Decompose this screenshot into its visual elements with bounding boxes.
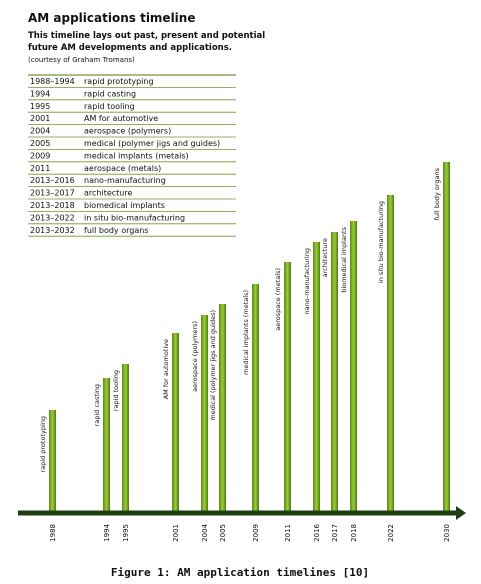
cell: aerospace (polymers) [84, 127, 171, 136]
timeline-bar [172, 333, 179, 511]
cell: rapid casting [84, 89, 136, 98]
year-label: 1995 [122, 524, 130, 542]
credit: (courtesy of Graham Tromans) [28, 56, 135, 64]
cell: 2013–2017 [30, 189, 75, 198]
year-label: 1994 [103, 523, 111, 541]
timeline-bar [49, 410, 56, 511]
cell: 2013–2022 [30, 213, 75, 222]
timeline-label: rapid prototyping [39, 416, 47, 473]
timeline-bar [350, 221, 357, 511]
timeline-label: architecture [321, 238, 329, 277]
timeline-bar [313, 242, 320, 511]
year-label: 1988 [49, 524, 57, 542]
cell: AM for automotive [84, 114, 158, 123]
cell: architecture [84, 189, 132, 198]
year-label: 2009 [252, 524, 260, 542]
year-label: 2017 [331, 524, 339, 542]
timeline-bar [219, 304, 226, 511]
year-label: 2018 [350, 524, 358, 542]
cell: 2001 [30, 114, 50, 123]
timeline-label: biomedical implants [340, 226, 348, 292]
caption: Figure 1: AM application timelines [10] [111, 566, 369, 579]
cell: 2009 [30, 151, 50, 160]
timeline-bar [201, 315, 208, 511]
timeline-bar [387, 195, 394, 511]
timeline-label: full body organs [433, 167, 441, 220]
timeline-bar [252, 284, 259, 511]
timeline-label: medical implants (metals) [242, 290, 250, 375]
year-label: 2011 [284, 524, 292, 542]
cell: 1988–1994 [30, 77, 75, 86]
subtitle: future AM developments and applications. [28, 43, 232, 53]
timeline-bar [331, 232, 338, 511]
year-label: 2022 [387, 524, 395, 542]
year-label: 2005 [219, 524, 227, 542]
cell: nano-manufacturing [84, 176, 166, 185]
year-label: 2001 [172, 524, 180, 542]
year-label: 2030 [443, 524, 451, 542]
table: 1988–1994 rapid prototyping 1994 rapid cast… [28, 74, 236, 237]
cell: 2013–2016 [30, 176, 75, 185]
timeline-bar [284, 262, 291, 511]
timeline-bar [443, 162, 450, 511]
cell: 2005 [30, 139, 50, 148]
timeline: rapid prototyping 1988 rapid casting 1994 ra… [39, 162, 451, 542]
timeline-label: AM for automotive [162, 339, 170, 399]
timeline-label: aerospace (polymers) [191, 321, 199, 392]
cell: medical implants (metals) [84, 151, 189, 160]
timeline-label: nano-manufacturing [303, 248, 311, 314]
timeline-bar [122, 364, 129, 511]
year-label: 2016 [313, 523, 321, 541]
subtitle: This timeline lays out past, present and… [28, 31, 265, 41]
cell: 2004 [30, 127, 50, 136]
cell: biomedical implants [84, 201, 165, 210]
axis-arrow [456, 506, 466, 520]
timeline-bar [103, 378, 110, 511]
cell: in situ bio-manufacturing [84, 213, 185, 222]
cell: full body organs [84, 226, 148, 235]
timeline-label: medical (polymer jigs and guides) [209, 310, 217, 421]
cell: 1994 [30, 89, 50, 98]
cell: 2011 [30, 164, 50, 173]
cell: rapid prototyping [84, 77, 154, 86]
cell: 2013–2018 [30, 201, 75, 210]
cell: aerospace (metals) [84, 164, 161, 173]
year-label: 2004 [201, 523, 209, 541]
cell: 2013–2032 [30, 226, 75, 235]
timeline-label: aerospace (metals) [274, 268, 282, 331]
timeline-label: rapid tooling [112, 370, 120, 411]
cell: 1995 [30, 102, 50, 111]
cell: medical (polymer jigs and guides) [84, 139, 220, 148]
title: AM applications timeline [28, 11, 195, 25]
timeline-label: rapid casting [93, 384, 101, 426]
cell: rapid tooling [84, 102, 135, 111]
timeline-label: in situ bio-manufacturing [377, 201, 385, 283]
